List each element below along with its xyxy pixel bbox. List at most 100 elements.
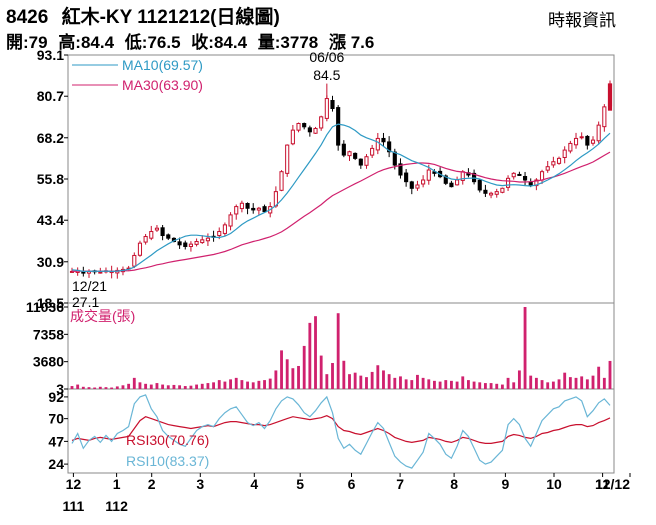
candle-body xyxy=(500,187,505,193)
volume-bar xyxy=(161,384,165,389)
volume-bar xyxy=(342,360,346,389)
rsi30-line xyxy=(71,415,611,444)
volume-bar xyxy=(568,377,572,389)
volume-bar xyxy=(110,387,114,389)
volume-panel: 11036 7358 3680 3 成交量(張) xyxy=(26,299,612,397)
volume-tick-label: 3 xyxy=(56,381,64,397)
volume-bar xyxy=(478,382,482,389)
x-tick-label: 8 xyxy=(450,476,458,492)
volume-bar xyxy=(280,350,283,389)
candle-body xyxy=(505,177,511,188)
volume-bar xyxy=(336,313,340,389)
candle-body xyxy=(285,144,290,174)
volume-bar xyxy=(557,379,561,389)
rsi-tick-label: 47 xyxy=(48,433,64,449)
x-tick-label: 4 xyxy=(250,476,258,492)
volume-bar xyxy=(506,377,510,389)
volume-bar xyxy=(472,381,476,389)
low-value-label: 27.1 xyxy=(72,294,99,310)
candle-body xyxy=(194,240,199,245)
x-tick-label: 2 xyxy=(148,476,156,492)
volume-bar xyxy=(529,375,533,389)
volume-tick-label: 3680 xyxy=(33,354,64,370)
candle-body xyxy=(545,166,550,171)
volume-bar xyxy=(433,380,436,389)
candle-body xyxy=(381,137,386,143)
x-tick-label: 3 xyxy=(196,476,204,492)
candle-body xyxy=(166,234,171,239)
volume-bar xyxy=(212,382,216,389)
volume-bar xyxy=(93,387,97,389)
volume-bar xyxy=(189,385,193,389)
panel-frames xyxy=(67,54,615,474)
candle-body xyxy=(239,202,244,210)
candle-body xyxy=(455,179,460,186)
x-tick-label: 1 xyxy=(113,476,121,492)
volume-bar xyxy=(149,384,153,389)
candle-body xyxy=(353,152,358,159)
volume-bar xyxy=(319,355,323,389)
volume-bar xyxy=(461,376,465,389)
volume-bar xyxy=(534,377,538,389)
price-tick-label: 93.1 xyxy=(37,47,64,63)
volume-bar xyxy=(387,374,391,389)
candle-body xyxy=(562,149,567,158)
candle-body xyxy=(398,163,403,176)
candle-body xyxy=(245,203,250,209)
volume-bar xyxy=(115,386,119,389)
volume-bar xyxy=(602,377,606,389)
candle-body xyxy=(228,214,233,227)
volume-tick-label: 11036 xyxy=(26,299,64,315)
volume-bar xyxy=(466,380,470,389)
candle-body xyxy=(443,175,448,184)
volume-bar xyxy=(410,380,414,389)
volume-bar xyxy=(393,377,397,389)
candle-body xyxy=(370,147,375,156)
x-tick-label: 10 xyxy=(546,476,562,492)
volume-bar xyxy=(404,379,408,389)
rsi10-legend-label: RSI10(83.37) xyxy=(126,453,209,469)
candle-body xyxy=(98,271,103,274)
candle-body xyxy=(568,142,573,152)
price-tick-label: 18.5 xyxy=(37,295,64,311)
candle-body xyxy=(579,136,584,139)
volume-bar xyxy=(104,387,108,389)
volume-bar xyxy=(132,377,136,389)
candle-body xyxy=(336,107,341,146)
candle-body xyxy=(387,141,392,153)
candle-body xyxy=(415,184,420,189)
volume-bar xyxy=(483,383,487,389)
volume-bar xyxy=(127,383,131,389)
volume-bar xyxy=(500,384,504,389)
volume-bar xyxy=(438,381,442,389)
candle-body xyxy=(590,139,596,144)
volume-bar xyxy=(353,372,357,389)
rsi10-line xyxy=(71,394,611,469)
high-value: 高:84.4 xyxy=(58,33,115,52)
candle-body xyxy=(404,172,409,183)
volume-bar xyxy=(257,380,261,389)
volume-bar xyxy=(206,383,210,389)
price-tick-label: 30.9 xyxy=(37,254,64,270)
volume-bar xyxy=(495,383,499,389)
candle-body xyxy=(573,137,579,146)
candle-body xyxy=(517,173,522,176)
volume-bar xyxy=(546,382,550,389)
volume-bar xyxy=(285,359,289,389)
volume-bar xyxy=(274,370,278,389)
ma30-legend-label: MA30(63.90) xyxy=(122,77,203,93)
volume-bar xyxy=(325,374,329,389)
volume-bar xyxy=(268,378,272,389)
high-value-label: 84.5 xyxy=(313,67,340,83)
volume-bar xyxy=(291,368,295,389)
candle-body xyxy=(183,242,188,247)
volume-bar xyxy=(183,386,187,389)
volume-bar xyxy=(166,385,170,389)
x-tick-label: 5 xyxy=(296,476,304,492)
candle-body xyxy=(596,124,601,142)
candle-body xyxy=(556,157,562,164)
candle-body xyxy=(347,151,352,157)
candle-body xyxy=(217,231,222,237)
volume-bar xyxy=(70,386,74,389)
